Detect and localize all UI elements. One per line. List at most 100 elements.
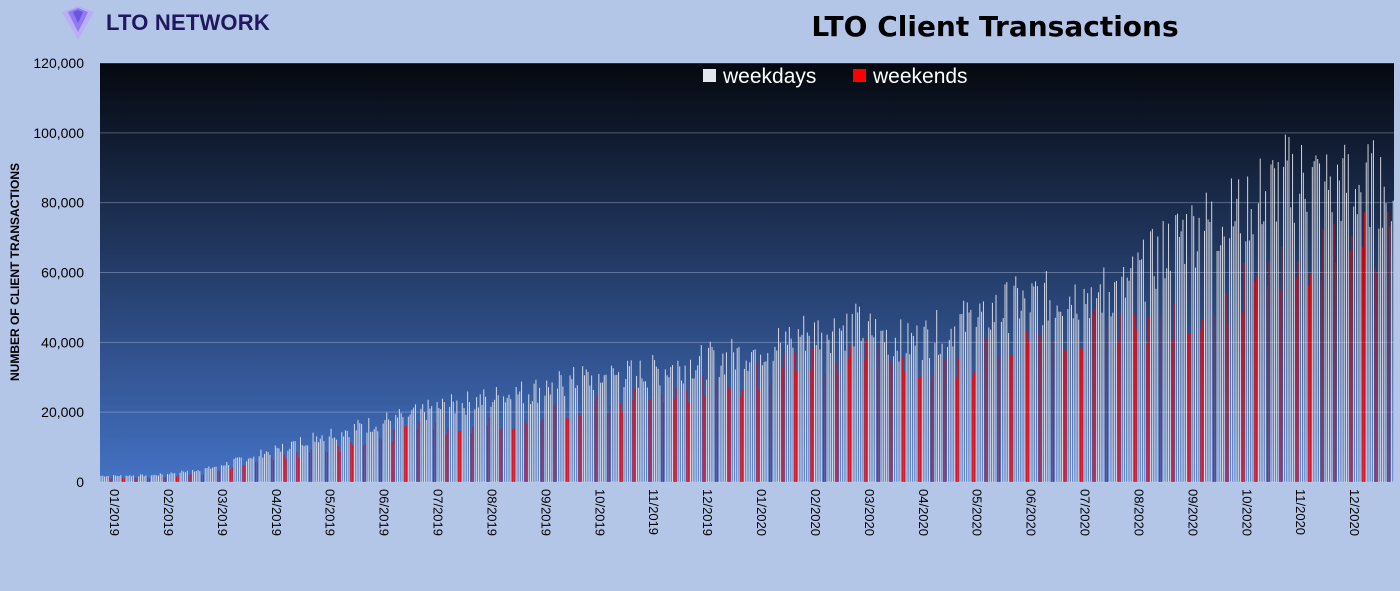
weekday-bar — [238, 457, 240, 482]
weekend-bar — [362, 445, 364, 482]
weekday-bar — [1371, 153, 1373, 482]
weekday-bar — [1157, 236, 1159, 482]
weekday-bar — [1203, 230, 1205, 482]
weekday-bar — [361, 424, 363, 482]
weekend-bar — [740, 396, 742, 482]
weekend-bar — [686, 389, 688, 482]
weekday-bar — [528, 394, 530, 482]
weekday-bar — [948, 339, 950, 482]
weekday-bar — [954, 326, 956, 482]
weekday-bar — [749, 362, 751, 482]
weekend-bar — [903, 371, 905, 482]
weekday-bar — [443, 402, 445, 482]
weekday-bar — [1087, 293, 1089, 482]
weekend-bar — [122, 477, 124, 482]
weekday-bar — [159, 473, 161, 482]
weekday-bar — [900, 319, 902, 482]
weekday-bar — [905, 353, 907, 482]
weekday-bar — [1304, 198, 1306, 482]
weekday-bar — [826, 334, 828, 482]
weekday-bar — [476, 397, 478, 482]
weekday-bar — [222, 465, 224, 482]
weekday-bar — [305, 445, 307, 482]
weekday-bar — [150, 475, 152, 482]
weekday-bar — [125, 475, 127, 482]
y-tick-label: 40,000 — [41, 334, 84, 350]
weekend-bar — [1389, 226, 1391, 482]
weekday-bar — [805, 350, 807, 482]
weekday-bar — [968, 312, 970, 482]
weekday-bar — [411, 409, 413, 482]
weekday-bar — [233, 459, 235, 482]
weekday-bar — [1151, 228, 1153, 482]
weekday-bar — [857, 312, 859, 482]
weekday-bar — [587, 371, 589, 482]
weekday-bar — [801, 334, 803, 482]
weekday-bar — [916, 325, 918, 482]
weekend-bar — [824, 373, 826, 482]
weekday-bar — [1071, 304, 1072, 482]
weekend-bar — [526, 423, 528, 482]
weekday-bar — [1042, 325, 1044, 482]
weekday-bar — [548, 387, 550, 482]
weekday-bar — [921, 360, 923, 482]
weekday-bar — [733, 352, 735, 482]
weekend-bar — [326, 452, 328, 482]
weekday-bar — [643, 381, 645, 482]
weekend-bar — [136, 478, 138, 482]
weekday-bar — [925, 320, 927, 482]
weekday-bar — [898, 361, 900, 482]
weekday-bar — [1121, 276, 1123, 482]
weekend-bar — [1009, 355, 1011, 482]
weekend-bar — [339, 451, 341, 482]
weekday-bar — [116, 475, 118, 482]
weekday-bar — [1000, 322, 1002, 482]
weekday-bar — [1261, 224, 1263, 482]
weekday-bar — [1018, 318, 1020, 482]
weekday-bar — [1272, 160, 1274, 483]
weekday-bar — [1123, 266, 1125, 482]
weekday-bar — [1056, 305, 1058, 482]
weekend-bar — [1308, 285, 1310, 482]
weekend-bar — [1053, 342, 1055, 482]
grid-lines — [100, 62, 1394, 483]
weekday-bar — [371, 431, 373, 482]
weekday-bar — [258, 456, 260, 482]
weekend-bar — [1011, 355, 1013, 482]
weekday-bar — [751, 352, 753, 482]
weekend-bar — [675, 388, 677, 482]
weekday-bar — [842, 325, 844, 482]
weekend-bar — [986, 338, 988, 482]
legend-swatch — [853, 69, 866, 82]
weekday-bar — [211, 467, 213, 482]
weekend-bar — [835, 362, 837, 482]
weekday-bar — [265, 451, 267, 482]
weekday-bar — [240, 457, 242, 482]
weekday-bar — [691, 378, 693, 482]
weekday-bar — [1044, 282, 1046, 482]
lto-logo-icon — [62, 6, 94, 40]
weekday-bar — [521, 381, 523, 482]
weekday-bar — [946, 346, 948, 482]
weekend-bar — [1202, 319, 1204, 482]
weekend-bar — [512, 429, 514, 482]
weekday-bar — [1378, 228, 1380, 482]
weekday-bar — [292, 441, 294, 482]
weekend-bar — [918, 377, 920, 482]
weekday-bar — [923, 326, 925, 482]
weekday-bar — [206, 468, 208, 482]
weekday-bar — [276, 447, 278, 482]
weekday-bar — [495, 387, 497, 482]
weekday-bar — [896, 350, 898, 482]
weekday-bar — [817, 320, 819, 482]
weekday-bar — [1274, 168, 1276, 482]
weekday-bar — [720, 365, 722, 482]
plot-area — [100, 63, 1394, 482]
weekend-bar — [770, 377, 772, 482]
weekday-bar — [1211, 201, 1213, 482]
weekday-bar — [884, 342, 886, 482]
weekend-bar — [1214, 315, 1216, 482]
weekend-bar — [632, 399, 634, 482]
weekday-bar — [880, 330, 882, 482]
weekend-bar — [984, 336, 986, 482]
